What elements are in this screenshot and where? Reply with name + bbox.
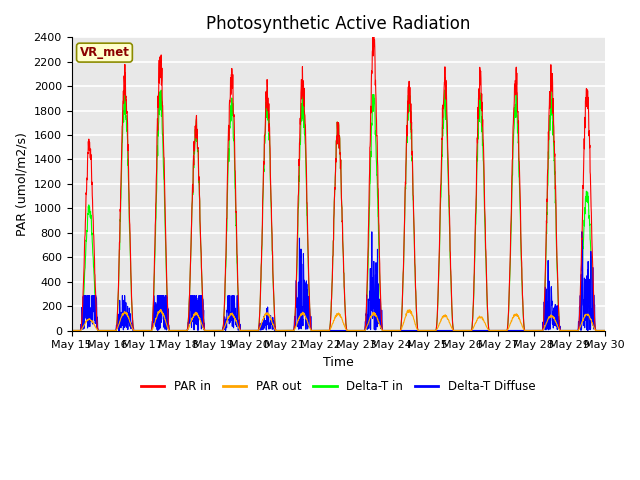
PAR out xyxy=(216,328,224,334)
Delta-T Diffuse xyxy=(68,328,76,334)
PAR out xyxy=(68,328,76,334)
Delta-T in xyxy=(493,328,501,334)
PAR in xyxy=(569,328,577,334)
Delta-T in xyxy=(601,328,609,334)
Delta-T Diffuse xyxy=(568,328,576,334)
PAR out xyxy=(493,328,501,334)
PAR out xyxy=(354,328,362,334)
Title: Photosynthetic Active Radiation: Photosynthetic Active Radiation xyxy=(206,15,470,33)
PAR out xyxy=(601,328,609,334)
Delta-T Diffuse xyxy=(365,325,372,331)
Delta-T Diffuse xyxy=(578,229,586,235)
Delta-T in xyxy=(121,84,129,89)
Delta-T Diffuse xyxy=(353,328,361,334)
Delta-T in xyxy=(569,328,577,334)
Delta-T in xyxy=(216,328,224,334)
PAR out xyxy=(157,307,164,312)
Line: Delta-T in: Delta-T in xyxy=(72,86,605,331)
PAR out xyxy=(569,328,577,334)
Delta-T Diffuse xyxy=(601,328,609,334)
PAR in xyxy=(554,281,562,287)
Delta-T Diffuse xyxy=(493,328,500,334)
PAR in xyxy=(365,206,372,212)
Delta-T Diffuse xyxy=(554,303,561,309)
PAR in xyxy=(68,328,76,334)
PAR in xyxy=(353,328,361,334)
Line: PAR out: PAR out xyxy=(72,310,605,331)
Delta-T in xyxy=(354,328,362,334)
Delta-T Diffuse xyxy=(216,328,224,334)
Legend: PAR in, PAR out, Delta-T in, Delta-T Diffuse: PAR in, PAR out, Delta-T in, Delta-T Dif… xyxy=(136,375,540,398)
PAR in xyxy=(493,328,501,334)
Text: VR_met: VR_met xyxy=(79,46,129,59)
Delta-T in xyxy=(68,328,76,334)
PAR in xyxy=(601,328,609,334)
PAR in xyxy=(216,328,224,334)
Line: Delta-T Diffuse: Delta-T Diffuse xyxy=(72,232,605,331)
Line: PAR in: PAR in xyxy=(72,35,605,331)
PAR in xyxy=(370,32,378,38)
PAR out xyxy=(554,324,562,329)
X-axis label: Time: Time xyxy=(323,356,353,369)
PAR out xyxy=(365,318,373,324)
Delta-T in xyxy=(365,223,373,228)
Y-axis label: PAR (umol/m2/s): PAR (umol/m2/s) xyxy=(15,132,28,236)
Delta-T in xyxy=(554,286,562,292)
